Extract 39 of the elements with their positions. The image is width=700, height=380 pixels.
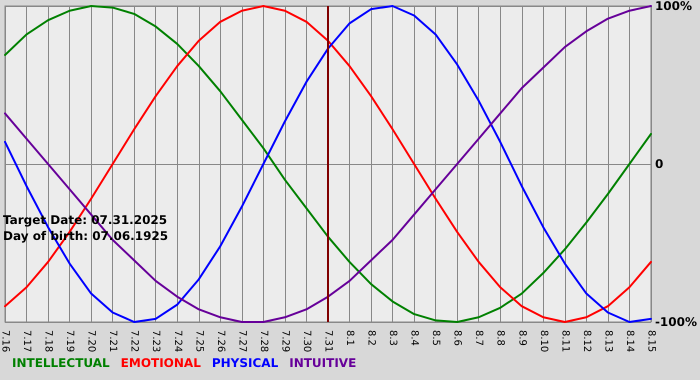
line-series: [4, 5, 652, 323]
x-tick-label: 7.19: [64, 330, 76, 352]
text: PHYSICAL: [212, 356, 279, 370]
text: INTUITIVE: [289, 356, 356, 370]
x-tick-label: 7.16: [0, 330, 10, 352]
x-tick-label: 8.14: [624, 330, 635, 352]
x-tick-label: 7.31: [322, 330, 334, 352]
x-tick-label: 8.3: [387, 330, 398, 346]
x-tick-label: 7.22: [128, 330, 140, 352]
x-tick-label: 8.13: [602, 330, 614, 352]
x-tick-label: 7.20: [86, 330, 97, 352]
text: INTELLECTUAL: [12, 356, 110, 370]
x-tick-label: 8.9: [516, 330, 528, 346]
x-tick-label: 7.23: [150, 330, 162, 352]
text: EMOTIONAL: [120, 356, 202, 370]
x-tick-label: 7.21: [107, 330, 118, 352]
x-tick-label: 7.26: [214, 330, 226, 352]
x-tick-label: 7.18: [42, 330, 54, 352]
y-tick-label: 100%: [654, 0, 692, 13]
x-tick-label: 7.29: [279, 330, 290, 352]
x-tick-label: 8.12: [580, 330, 592, 352]
x-tick-label: 8.15: [645, 330, 656, 352]
x-tick-label: 8.11: [559, 330, 570, 352]
x-tick-label: 7.28: [258, 330, 269, 352]
x-tick-label: 8.4: [408, 330, 420, 346]
x-tick-label: 7.24: [172, 330, 183, 352]
y-tick-label: -100%: [654, 315, 698, 329]
x-tick-label: 8.5: [430, 330, 442, 346]
x-tick-label: 8.1: [344, 330, 356, 346]
x-tick-label: 7.30: [300, 330, 312, 352]
x-tick-label: 8.2: [366, 330, 377, 346]
x-tick-label: 8.8: [494, 330, 506, 346]
y-tick-label: 0: [654, 157, 664, 171]
x-tick-label: 8.10: [538, 330, 549, 352]
x-tick-label: 8.7: [473, 330, 484, 346]
x-tick-label: 8.6: [452, 330, 463, 346]
x-tick-label: 7.27: [236, 330, 248, 352]
x-tick-label: 7.17: [21, 330, 32, 352]
x-tick-label: 7.25: [193, 330, 204, 352]
